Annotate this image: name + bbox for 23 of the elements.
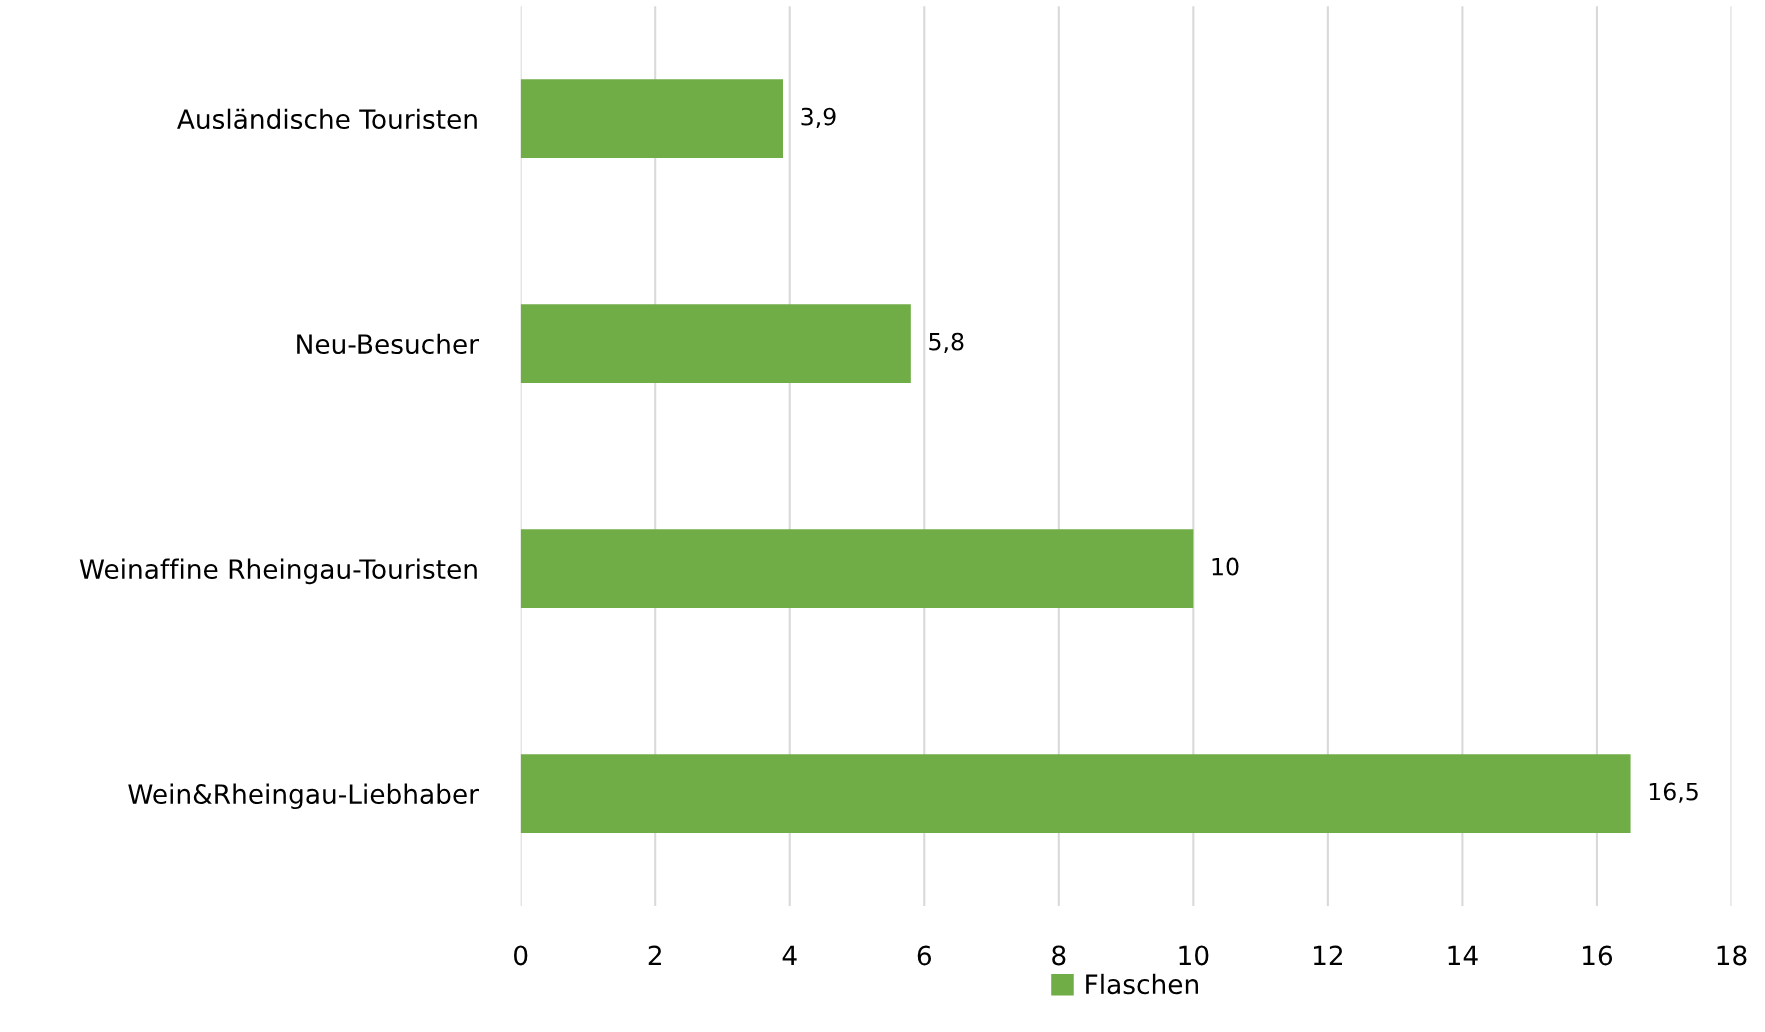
bar bbox=[520, 529, 1194, 608]
x-tick-label: 14 bbox=[1448, 945, 1478, 966]
y-tick-label: Weinaffine Rheingau-Touristen bbox=[79, 558, 477, 585]
x-tick-label: 10 bbox=[1179, 945, 1209, 966]
data-label: 10 bbox=[1212, 557, 1239, 576]
y-tick-label: Neu-Besucher bbox=[297, 333, 479, 355]
x-tick-label: 16 bbox=[1583, 945, 1613, 966]
y-tick-label: Ausländische Touristen bbox=[177, 108, 477, 130]
x-tick-label: 2 bbox=[648, 945, 661, 966]
bar bbox=[520, 79, 784, 159]
legend-label: Flaschen bbox=[1086, 973, 1198, 995]
x-tick-label: 18 bbox=[1717, 945, 1747, 966]
data-label: 16,5 bbox=[1649, 782, 1698, 803]
bar bbox=[520, 304, 911, 384]
x-tick-label: 4 bbox=[782, 945, 797, 966]
x-tick-label: 0 bbox=[514, 945, 528, 966]
x-tick-label: 6 bbox=[917, 945, 931, 966]
x-tick-label: 8 bbox=[1052, 945, 1066, 966]
y-tick-label: Wein&Rheingau-Liebhaber bbox=[128, 783, 479, 810]
bar bbox=[520, 754, 1631, 833]
data-label: 5,8 bbox=[929, 332, 964, 353]
data-label: 3,9 bbox=[801, 107, 836, 128]
x-tick-label: 12 bbox=[1313, 945, 1343, 966]
